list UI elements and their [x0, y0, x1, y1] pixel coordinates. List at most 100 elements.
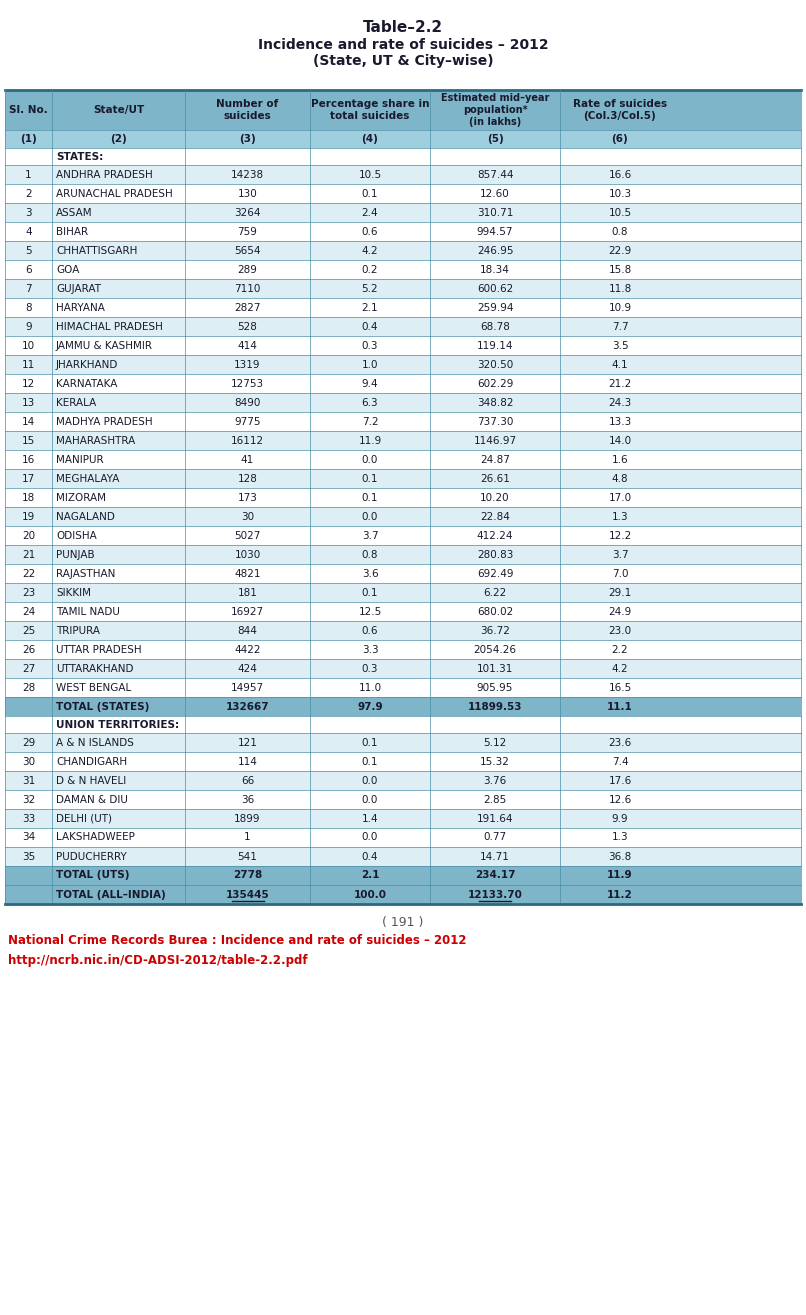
Text: 13.3: 13.3 — [609, 417, 632, 426]
Text: 12133.70: 12133.70 — [467, 889, 522, 899]
Bar — [5, 715, 801, 732]
Text: 1.3: 1.3 — [612, 832, 629, 843]
Text: GUJARAT: GUJARAT — [56, 284, 101, 293]
Text: NAGALAND: NAGALAND — [56, 512, 115, 522]
Text: 289: 289 — [238, 264, 257, 275]
Text: 5027: 5027 — [235, 530, 260, 540]
Text: KARNATAKA: KARNATAKA — [56, 379, 118, 388]
Bar — [5, 659, 801, 679]
Text: STATES:: STATES: — [56, 151, 103, 162]
Text: 32: 32 — [22, 794, 35, 805]
Text: 2827: 2827 — [235, 302, 261, 313]
Text: 2.4: 2.4 — [362, 208, 378, 217]
Text: Percentage share in
total suicides: Percentage share in total suicides — [311, 99, 430, 121]
Text: 31: 31 — [22, 776, 35, 785]
Text: 0.1: 0.1 — [362, 473, 378, 484]
Text: 135445: 135445 — [226, 889, 269, 899]
Text: WEST BENGAL: WEST BENGAL — [56, 682, 131, 693]
Text: 26.61: 26.61 — [480, 473, 510, 484]
Text: RAJASTHAN: RAJASTHAN — [56, 568, 115, 579]
Text: MEGHALAYA: MEGHALAYA — [56, 473, 119, 484]
Text: 11.2: 11.2 — [607, 889, 633, 899]
Text: (1): (1) — [20, 134, 37, 145]
Bar — [5, 412, 801, 431]
Text: BIHAR: BIHAR — [56, 226, 88, 237]
Text: 1.0: 1.0 — [362, 359, 378, 370]
Text: 24: 24 — [22, 606, 35, 617]
Text: 5654: 5654 — [235, 246, 261, 255]
Text: 0.6: 0.6 — [362, 626, 378, 635]
Text: 1899: 1899 — [235, 814, 261, 823]
Text: 10.5: 10.5 — [609, 208, 632, 217]
Text: 737.30: 737.30 — [477, 417, 513, 426]
Text: CHHATTISGARH: CHHATTISGARH — [56, 246, 137, 255]
Bar — [5, 299, 801, 317]
Text: PUDUCHERRY: PUDUCHERRY — [56, 852, 127, 861]
Text: 348.82: 348.82 — [477, 397, 513, 408]
Text: 30: 30 — [22, 756, 35, 767]
Text: (4): (4) — [362, 134, 379, 145]
Text: 2778: 2778 — [233, 871, 262, 881]
Text: 97.9: 97.9 — [357, 701, 383, 711]
Text: (State, UT & City–wise): (State, UT & City–wise) — [313, 54, 493, 68]
Text: A & N ISLANDS: A & N ISLANDS — [56, 738, 134, 747]
Text: 3264: 3264 — [235, 208, 261, 217]
Text: DELHI (UT): DELHI (UT) — [56, 814, 112, 823]
Text: 0.3: 0.3 — [362, 664, 378, 673]
Bar — [5, 621, 801, 640]
Text: 7: 7 — [25, 284, 31, 293]
Text: 12: 12 — [22, 379, 35, 388]
Bar — [5, 317, 801, 337]
Text: 16: 16 — [22, 455, 35, 464]
Text: 0.1: 0.1 — [362, 756, 378, 767]
Text: 424: 424 — [238, 664, 257, 673]
Text: 8: 8 — [25, 302, 31, 313]
Text: 5.12: 5.12 — [484, 738, 507, 747]
Text: 12.2: 12.2 — [609, 530, 632, 540]
Text: (3): (3) — [239, 134, 256, 145]
Text: 12.5: 12.5 — [359, 606, 381, 617]
Text: 11899.53: 11899.53 — [467, 701, 522, 711]
Text: 246.95: 246.95 — [477, 246, 513, 255]
Text: 10: 10 — [22, 341, 35, 351]
Text: 25: 25 — [22, 626, 35, 635]
Bar — [5, 393, 801, 412]
Text: TOTAL (STATES): TOTAL (STATES) — [56, 701, 149, 711]
Bar — [5, 583, 801, 602]
Text: 12.6: 12.6 — [609, 794, 632, 805]
Text: TOTAL (UTS): TOTAL (UTS) — [56, 871, 130, 881]
Text: 22: 22 — [22, 568, 35, 579]
Text: MAHARASHTRA: MAHARASHTRA — [56, 435, 135, 446]
Text: Sl. No.: Sl. No. — [9, 105, 48, 114]
Text: 17.0: 17.0 — [609, 493, 632, 502]
Text: 119.14: 119.14 — [477, 341, 513, 351]
Text: 10.3: 10.3 — [609, 188, 632, 199]
Text: 0.0: 0.0 — [362, 776, 378, 785]
Text: 35: 35 — [22, 852, 35, 861]
Text: 320.50: 320.50 — [477, 359, 513, 370]
Text: 759: 759 — [238, 226, 257, 237]
Text: 24.9: 24.9 — [609, 606, 632, 617]
Text: 9775: 9775 — [235, 417, 261, 426]
Text: 100.0: 100.0 — [354, 889, 387, 899]
Bar — [5, 222, 801, 241]
Text: 14238: 14238 — [231, 170, 264, 180]
Text: 4821: 4821 — [235, 568, 261, 579]
Text: State/UT: State/UT — [93, 105, 144, 114]
Text: 18: 18 — [22, 493, 35, 502]
Text: PUNJAB: PUNJAB — [56, 550, 94, 559]
Text: MADHYA PRADESH: MADHYA PRADESH — [56, 417, 152, 426]
Text: 692.49: 692.49 — [477, 568, 513, 579]
Text: 23: 23 — [22, 588, 35, 597]
Text: 11.9: 11.9 — [359, 435, 381, 446]
Text: 412.24: 412.24 — [477, 530, 513, 540]
Text: 310.71: 310.71 — [477, 208, 513, 217]
Text: 259.94: 259.94 — [477, 302, 513, 313]
Text: 2.1: 2.1 — [362, 302, 378, 313]
Bar — [5, 867, 801, 885]
Text: 12.60: 12.60 — [480, 188, 510, 199]
Text: 9.4: 9.4 — [362, 379, 378, 388]
Text: 2.1: 2.1 — [361, 871, 380, 881]
Text: 4.1: 4.1 — [612, 359, 629, 370]
Text: 6.3: 6.3 — [362, 397, 378, 408]
